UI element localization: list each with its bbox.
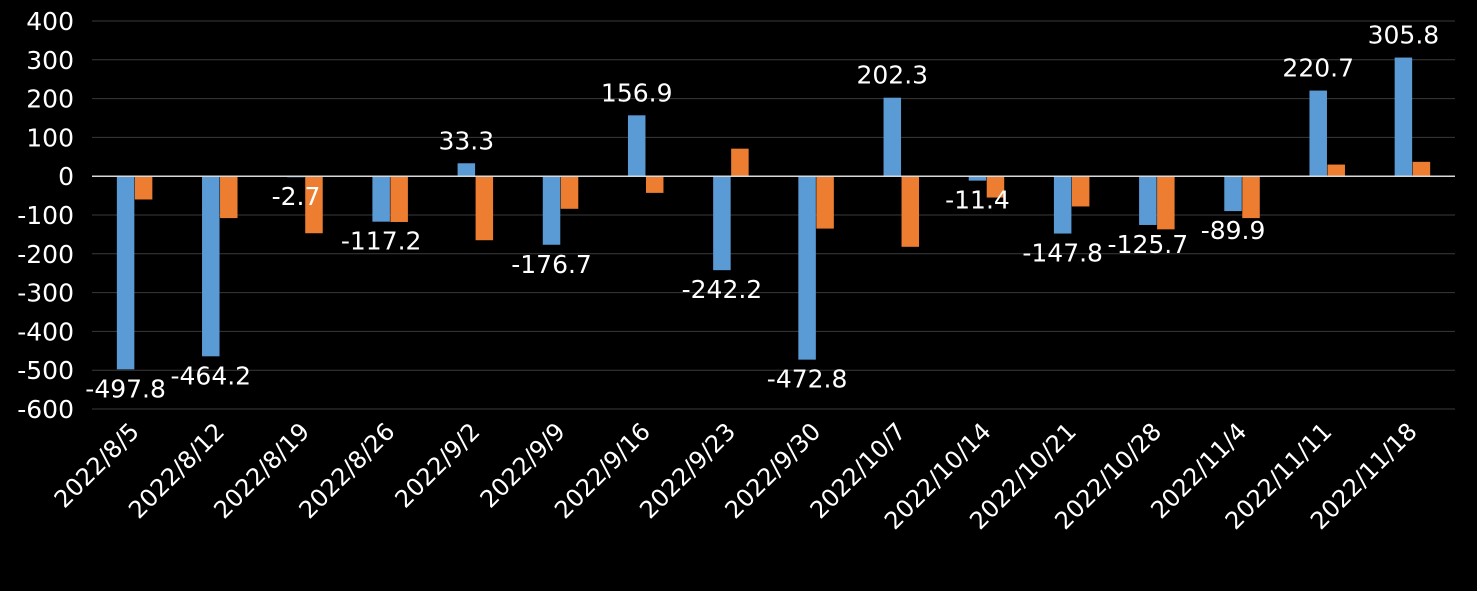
bar-series2 <box>305 176 323 234</box>
bar-series2 <box>1071 176 1090 207</box>
data-label: -125.7 <box>1108 230 1189 259</box>
y-tick-label: 300 <box>26 46 74 75</box>
y-tick-label: 400 <box>26 7 74 36</box>
bar-series1 <box>1053 176 1072 234</box>
bar-series1 <box>883 97 902 177</box>
data-label: -89.9 <box>1201 216 1266 245</box>
bar-series1 <box>1394 57 1413 177</box>
data-label: 220.7 <box>1282 54 1354 83</box>
bar-series1 <box>798 176 816 360</box>
bar-series2 <box>645 176 664 193</box>
data-label: -242.2 <box>682 275 763 304</box>
data-label: -176.7 <box>511 250 592 279</box>
bar-series1 <box>542 176 561 245</box>
bar-series2 <box>475 176 494 241</box>
data-label: -497.8 <box>85 374 166 403</box>
data-label: 202.3 <box>856 61 928 90</box>
bar-series2 <box>731 148 749 177</box>
bar-series2 <box>1327 164 1345 177</box>
y-axis-ticks: 400 300 200 100 0 -100 -200 -300 -400 -500 -600 <box>17 7 74 424</box>
bar-series1 <box>1139 176 1157 225</box>
x-tick-label: 2022/9/2 <box>390 417 486 513</box>
data-label: -117.2 <box>341 227 422 256</box>
data-label: -147.8 <box>1022 239 1103 268</box>
bar-series2 <box>560 176 579 209</box>
data-label: 156.9 <box>601 78 673 107</box>
x-axis-ticks: 2022/8/52022/8/122022/8/192022/8/262022/… <box>49 417 1423 535</box>
y-tick-label: -200 <box>17 240 74 269</box>
y-tick-label: -400 <box>17 317 74 346</box>
bar-series1 <box>627 115 646 177</box>
bar-series2 <box>901 176 920 247</box>
bar-series2 <box>1412 161 1431 177</box>
y-tick-label: -600 <box>17 395 74 424</box>
bar-series2 <box>390 176 408 222</box>
y-tick-label: 0 <box>58 162 74 191</box>
y-tick-label: -300 <box>17 279 74 308</box>
bar-series2 <box>986 176 1005 198</box>
bar-series1 <box>1224 176 1242 212</box>
bar-series2 <box>220 176 238 219</box>
gridlines <box>92 20 1455 410</box>
bar-series2 <box>1242 176 1260 219</box>
data-labels: -497.8 -464.2 -2.7 -117.2 33.3 -176.7 156.9 -24… <box>85 21 1439 404</box>
data-label: 33.3 <box>439 126 495 155</box>
bar-series1 <box>372 176 390 222</box>
bar-series1 <box>116 176 135 370</box>
data-label: -472.8 <box>767 365 848 394</box>
data-label: -464.2 <box>170 361 251 390</box>
bar-series1 <box>202 176 220 357</box>
y-tick-label: 200 <box>26 85 74 114</box>
bar-series1 <box>968 176 987 181</box>
y-tick-label: -100 <box>17 201 74 230</box>
bars <box>116 57 1431 370</box>
y-tick-label: 100 <box>26 123 74 152</box>
bar-series1 <box>1309 90 1327 177</box>
data-label: 305.8 <box>1368 21 1440 50</box>
data-label: -2.7 <box>272 182 321 211</box>
bar-series1 <box>713 176 731 271</box>
bar-series1 <box>457 163 476 177</box>
bar-series2 <box>1157 176 1175 230</box>
data-label: -11.4 <box>945 186 1010 215</box>
bar-series2 <box>816 176 834 229</box>
y-tick-label: -500 <box>17 356 74 385</box>
bar-series2 <box>134 176 153 200</box>
